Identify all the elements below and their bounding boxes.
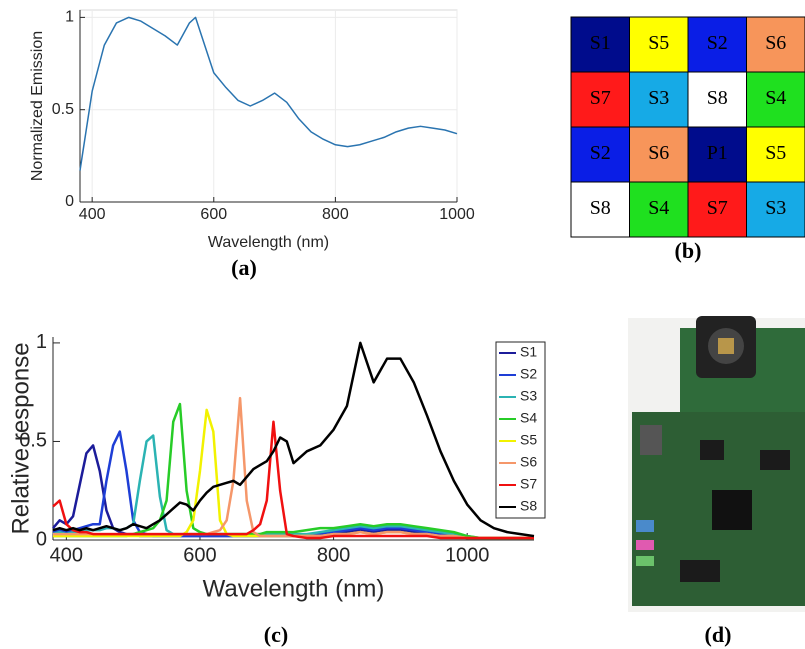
data-line — [79, 16, 458, 171]
legend-label: S7 — [520, 476, 537, 492]
y-axis-label: Relative response — [7, 342, 34, 534]
mosaic-cell — [570, 71, 630, 128]
mosaic-label: S2 — [590, 142, 611, 164]
x-tick-label: 800 — [317, 544, 350, 566]
legend-label: S1 — [520, 344, 537, 360]
legend-label: S5 — [520, 432, 537, 448]
x-tick-label: 1000 — [439, 206, 475, 223]
mosaic-cell — [570, 16, 630, 73]
legend-box — [495, 341, 546, 519]
data-line — [52, 420, 534, 540]
mosaic-label: S2 — [707, 32, 728, 54]
panel-label: (b) — [675, 238, 702, 263]
mosaic-label: P1 — [707, 142, 728, 164]
mosaic-label: S5 — [765, 142, 786, 164]
y-tick-label: 0.5 — [19, 430, 47, 452]
mosaic-label: S6 — [648, 142, 669, 164]
port — [636, 556, 654, 566]
legend-label: S3 — [520, 388, 537, 404]
x-tick-label: 400 — [50, 544, 83, 566]
x-tick-label: 1000 — [445, 544, 490, 566]
legend-label: S2 — [520, 366, 537, 382]
chip — [680, 560, 720, 582]
port — [636, 520, 654, 532]
panel-label: (c) — [264, 622, 288, 647]
mosaic-label: S3 — [648, 87, 669, 109]
legend-label: S6 — [520, 454, 537, 470]
mosaic-label: S5 — [648, 32, 669, 54]
mosaic-cell — [687, 126, 747, 183]
mosaic-label: S4 — [648, 197, 669, 219]
x-tick-label: 400 — [79, 206, 106, 223]
y-axis-label: Normalized Emission — [29, 31, 46, 181]
panel-label: (a) — [231, 255, 257, 280]
board-photo — [628, 316, 805, 612]
chip — [700, 440, 724, 460]
mosaic-cell — [746, 181, 805, 238]
data-line — [52, 341, 535, 538]
x-tick-label: 600 — [183, 544, 216, 566]
y-tick-label: 1 — [36, 331, 47, 353]
x-axis-label: Wavelength (nm) — [203, 575, 385, 602]
x-axis-label: Wavelength (nm) — [208, 234, 329, 251]
mosaic-cell — [570, 181, 630, 238]
mosaic-label: S1 — [590, 32, 611, 54]
y-tick-label: 0 — [65, 193, 74, 210]
y-tick-label: 0 — [36, 528, 47, 550]
connector — [640, 425, 662, 455]
panel-label: (d) — [705, 622, 732, 647]
mosaic-label: S3 — [765, 197, 786, 219]
mosaic-label: S4 — [765, 87, 786, 109]
chip — [760, 450, 790, 470]
mosaic-label: S7 — [590, 87, 611, 109]
mosaic-label: S6 — [765, 32, 786, 54]
port — [636, 540, 654, 550]
mosaic-cell — [570, 126, 630, 183]
mosaic-cell — [746, 71, 805, 128]
y-tick-label: 0.5 — [52, 101, 74, 118]
mosaic-label: S7 — [707, 197, 728, 219]
legend-label: S8 — [520, 498, 537, 514]
mosaic-cell — [746, 16, 805, 73]
legend-label: S4 — [520, 410, 537, 426]
x-tick-label: 600 — [200, 206, 227, 223]
mosaic-label: S8 — [590, 197, 611, 219]
sensor-chip — [718, 338, 734, 354]
y-tick-label: 1 — [65, 9, 74, 26]
plot-area — [53, 337, 534, 540]
mosaic-cell — [687, 71, 747, 128]
x-tick-label: 800 — [322, 206, 349, 223]
plot-area — [79, 9, 458, 203]
heatsink — [712, 490, 752, 530]
mosaic-cell — [746, 126, 805, 183]
mosaic-cell — [629, 71, 689, 128]
mosaic-label: S8 — [707, 87, 728, 109]
